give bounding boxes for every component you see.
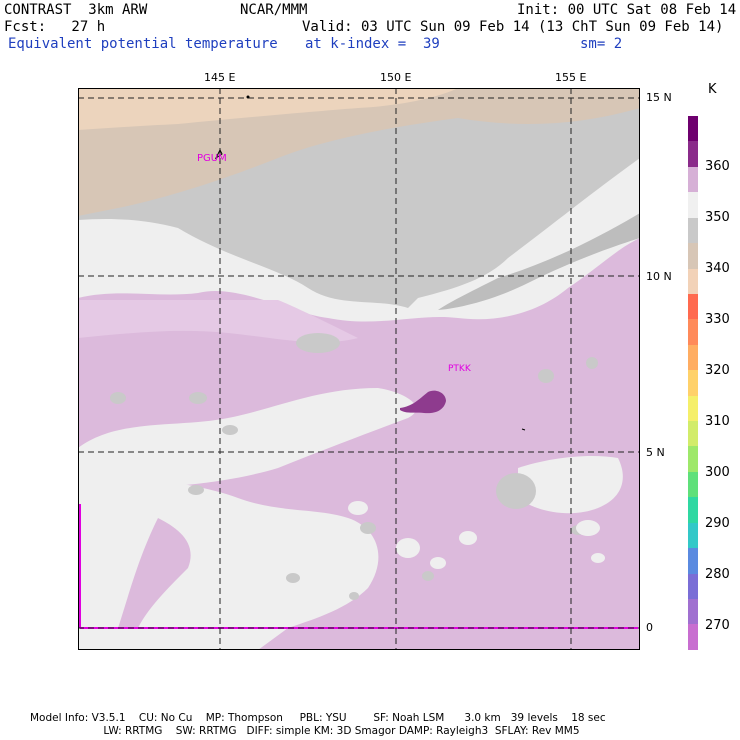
- colorbar-label: 280: [705, 567, 730, 582]
- lon-tick-150: 150 E: [380, 71, 412, 84]
- colorbar-cell: [688, 243, 698, 269]
- colorbar-cell: [688, 293, 698, 320]
- lon-tick-145: 145 E: [204, 71, 236, 84]
- field-name: Equivalent potential temperature: [8, 36, 278, 52]
- colorbar-cell: [688, 370, 698, 396]
- colorbar-cell: [688, 319, 698, 345]
- lat-tick-10n: 10 N: [646, 270, 672, 283]
- model-title: CONTRAST 3km ARW: [4, 2, 148, 18]
- valid-time: Valid: 03 UTC Sun 09 Feb 14 (13 ChT Sun …: [302, 19, 724, 35]
- colorbar-label: 300: [705, 465, 730, 480]
- colorbar-cell: [688, 471, 698, 498]
- colorbar-cell: [688, 344, 698, 371]
- colorbar-cell: [688, 599, 698, 625]
- colorbar-cell: [688, 116, 698, 142]
- colorbar-cell: [688, 268, 698, 294]
- colorbar-label: 290: [705, 516, 730, 531]
- colorbar-cell: [688, 395, 698, 422]
- lat-tick-5n: 5 N: [646, 446, 665, 459]
- colorbar-cell: [688, 166, 698, 193]
- station-label-pgum: PGUM: [197, 153, 227, 164]
- map-panel: PGUM PTKK: [78, 88, 640, 650]
- level-info: at k-index = 39: [305, 36, 440, 52]
- colorbar-cell: [688, 421, 698, 447]
- model-info-line2: LW: RRTMG SW: RRTMG DIFF: simple KM: 3D …: [30, 725, 580, 737]
- colorbar-cell: [688, 548, 698, 574]
- colorbar-cell: [688, 573, 698, 600]
- colorbar-label: 360: [705, 159, 730, 174]
- station-label-ptkk: PTKK: [448, 364, 472, 374]
- init-time: Init: 00 UTC Sat 08 Feb 14: [517, 2, 737, 18]
- lat-tick-0: 0: [646, 621, 653, 634]
- lat-tick-15n: 15 N: [646, 91, 672, 104]
- colorbar-cell: [688, 446, 698, 472]
- forecast-hour: Fcst: 27 h: [4, 19, 106, 35]
- smoothing-info: sm= 2: [580, 36, 623, 52]
- colorbar-label: 310: [705, 414, 730, 429]
- colorbar-unit: K: [708, 82, 717, 97]
- colorbar-label: 270: [705, 618, 730, 633]
- colorbar-cell: [688, 497, 698, 523]
- institution: NCAR/MMM: [240, 2, 308, 18]
- colorbar-label: 340: [705, 261, 730, 276]
- colorbar: [688, 116, 698, 650]
- colorbar-label: 330: [705, 312, 730, 327]
- colorbar-cell: [688, 522, 698, 549]
- colorbar-cell: [688, 624, 698, 650]
- colorbar-cell: [688, 217, 698, 244]
- colorbar-label: 320: [705, 363, 730, 378]
- colorbar-cell: [688, 141, 698, 167]
- colorbar-cell: [688, 192, 698, 218]
- colorbar-labels: 360 350 340 330 320 310 300 290 280 270: [705, 0, 739, 740]
- model-info-line1: Model Info: V3.5.1 CU: No Cu MP: Thompso…: [30, 712, 606, 724]
- colorbar-label: 350: [705, 210, 730, 225]
- lon-tick-155: 155 E: [555, 71, 587, 84]
